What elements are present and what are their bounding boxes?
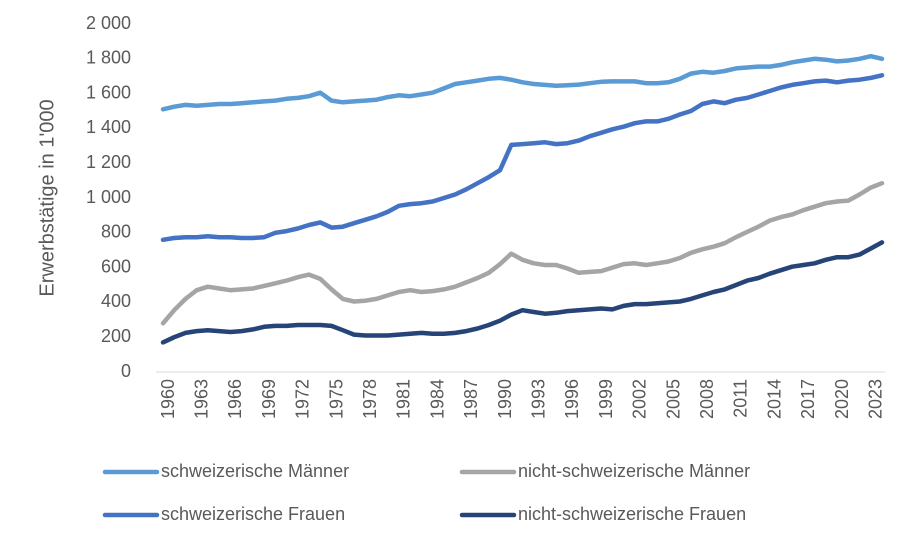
legend-label-3: schweizerische Frauen bbox=[161, 504, 345, 524]
x-tick-label: 1978 bbox=[360, 379, 380, 419]
x-tick-label: 1969 bbox=[259, 379, 279, 419]
x-tick-label: 2011 bbox=[731, 379, 751, 418]
y-axis-title: Erwerbstätige in 1'000 bbox=[36, 99, 58, 296]
x-tick-label: 1972 bbox=[293, 379, 313, 419]
series-line-3 bbox=[160, 73, 885, 243]
series-line-1 bbox=[160, 53, 885, 112]
x-tick-label: 1993 bbox=[528, 379, 548, 419]
x-axis-ticks: 1960 1963 1966 1969 1972 1975 1978 1981 1984 1987… bbox=[158, 379, 886, 419]
x-tick-label: 2002 bbox=[630, 379, 650, 419]
series-line-2 bbox=[160, 180, 885, 326]
y-tick-label: 400 bbox=[101, 291, 131, 311]
x-tick-label: 2020 bbox=[832, 379, 852, 419]
y-tick-label: 600 bbox=[101, 256, 131, 276]
legend-label-2: nicht-schweizerische Männer bbox=[518, 461, 750, 481]
y-tick-label: 1 800 bbox=[86, 48, 131, 68]
y-tick-label: 0 bbox=[121, 361, 131, 381]
x-tick-label: 1960 bbox=[158, 379, 178, 419]
series-lines bbox=[160, 53, 885, 345]
legend: schweizerische Männer nicht-schweizerisch… bbox=[102, 461, 750, 524]
x-tick-label: 2005 bbox=[663, 379, 683, 419]
x-tick-label: 1996 bbox=[562, 379, 582, 419]
x-tick-label: 1966 bbox=[225, 379, 245, 419]
x-tick-label: 1981 bbox=[394, 379, 414, 419]
y-tick-label: 200 bbox=[101, 326, 131, 346]
x-tick-label: 1963 bbox=[191, 379, 211, 419]
series-line-4 bbox=[160, 240, 885, 345]
y-tick-label: 1 400 bbox=[86, 117, 131, 137]
y-tick-label: 800 bbox=[101, 222, 131, 242]
x-tick-label: 1975 bbox=[326, 379, 346, 419]
y-tick-label: 1 600 bbox=[86, 82, 131, 102]
y-axis-ticks: 0 200 400 600 800 1 000 1 200 1 400 1 600 1 800 2 … bbox=[86, 13, 131, 381]
x-tick-label: 1999 bbox=[596, 379, 616, 419]
legend-label-1: schweizerische Männer bbox=[161, 461, 349, 481]
y-tick-label: 2 000 bbox=[86, 13, 131, 33]
y-tick-label: 1 200 bbox=[86, 152, 131, 172]
y-tick-label: 1 000 bbox=[86, 187, 131, 207]
x-tick-label: 1990 bbox=[495, 379, 515, 419]
x-tick-label: 1984 bbox=[427, 379, 447, 419]
legend-label-4: nicht-schweizerische Frauen bbox=[518, 504, 746, 524]
x-tick-label: 2023 bbox=[866, 379, 886, 419]
x-tick-label: 2017 bbox=[798, 379, 818, 419]
x-tick-label: 2014 bbox=[764, 379, 784, 419]
x-tick-label: 2008 bbox=[697, 379, 717, 419]
x-tick-label: 1987 bbox=[461, 379, 481, 419]
